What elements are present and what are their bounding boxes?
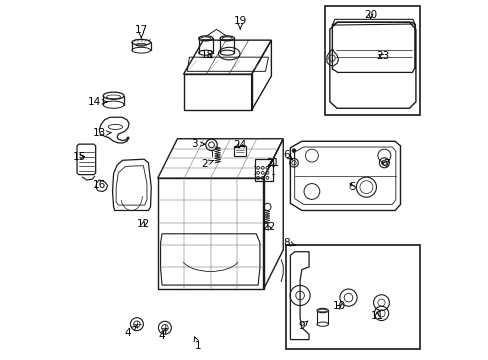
Text: 12: 12 [137, 219, 150, 229]
Circle shape [292, 149, 295, 152]
Text: 22: 22 [262, 222, 275, 232]
Text: 7: 7 [381, 159, 388, 169]
Text: 15: 15 [73, 152, 86, 162]
Text: 5: 5 [348, 182, 355, 192]
Text: 24: 24 [233, 140, 246, 150]
Text: 23: 23 [375, 51, 388, 61]
Text: 11: 11 [370, 311, 383, 321]
Text: 20: 20 [364, 10, 377, 20]
Text: 17: 17 [134, 25, 147, 38]
Text: 9: 9 [298, 321, 307, 331]
Bar [233, 145, 246, 156]
Text: 19: 19 [233, 17, 246, 29]
Bar [255, 159, 273, 181]
Text: 14: 14 [88, 97, 107, 107]
Text: 4: 4 [124, 326, 136, 338]
Text: 8: 8 [283, 238, 295, 248]
Text: 18: 18 [201, 50, 214, 60]
Bar [325, 6, 419, 116]
Bar [285, 244, 419, 348]
Text: 2: 2 [201, 159, 213, 169]
Text: 3: 3 [191, 139, 204, 149]
Text: 16: 16 [92, 180, 106, 190]
Text: 21: 21 [265, 158, 279, 168]
Text: 6: 6 [283, 150, 292, 160]
Text: 13: 13 [92, 129, 111, 138]
Text: 4: 4 [159, 328, 166, 341]
Text: 1: 1 [194, 337, 201, 351]
Text: 10: 10 [332, 301, 346, 311]
